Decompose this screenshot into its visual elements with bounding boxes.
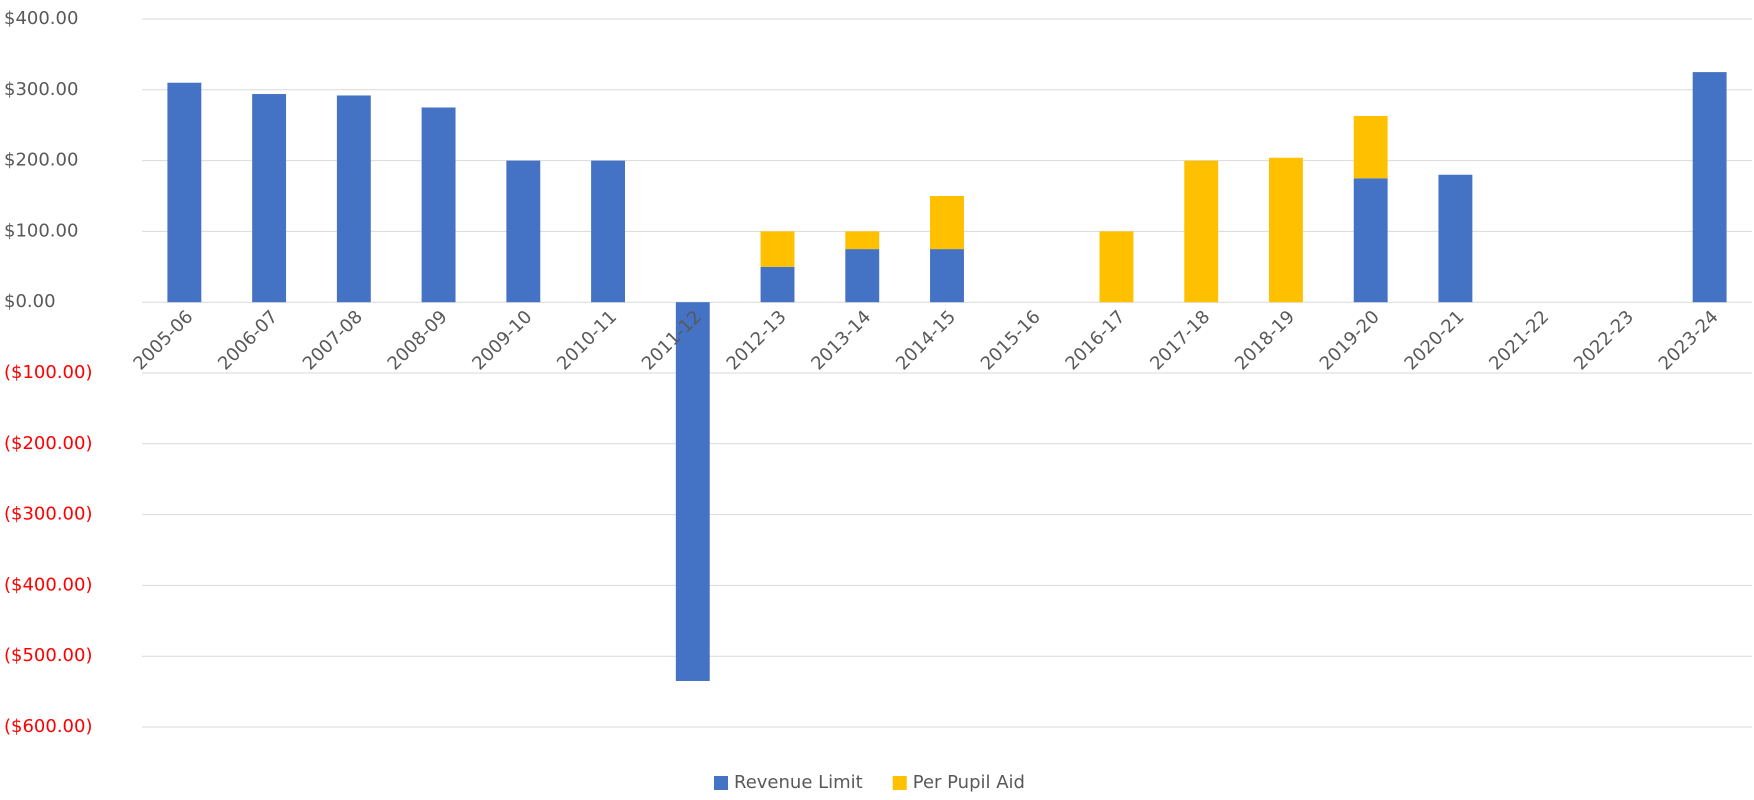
bar	[506, 160, 541, 303]
y-tick-label: ($600.00)	[4, 716, 92, 737]
bar	[1099, 231, 1134, 303]
x-tick-label: 2020-21	[1400, 306, 1468, 374]
legend-label: Per Pupil Aid	[913, 772, 1025, 793]
bar	[1438, 174, 1473, 303]
x-tick-label: 2009-10	[468, 306, 536, 374]
bar	[675, 302, 710, 681]
x-tick-label: 2010-11	[553, 306, 621, 374]
y-tick-label: ($400.00)	[4, 574, 92, 595]
bar	[167, 82, 202, 303]
bar	[421, 107, 456, 303]
legend-swatch	[714, 776, 728, 790]
bar	[1353, 115, 1388, 179]
x-tick-label: 2019-20	[1316, 306, 1384, 374]
bar	[930, 196, 964, 250]
y-tick-label: ($300.00)	[4, 504, 92, 525]
y-tick-label: $300.00	[4, 79, 78, 100]
bar	[1184, 160, 1219, 303]
x-tick-label: 2021-22	[1485, 306, 1553, 374]
y-tick-label: ($100.00)	[4, 362, 92, 383]
y-tick-label: $0.00	[4, 291, 56, 312]
bar	[252, 94, 287, 303]
x-tick-label: 2017-18	[1146, 306, 1214, 374]
x-tick-label: 2018-19	[1231, 306, 1299, 374]
x-tick-label: 2013-14	[807, 306, 875, 374]
x-tick-label: 2005-06	[129, 306, 197, 374]
y-tick-label: ($200.00)	[4, 433, 92, 454]
bar	[1692, 72, 1727, 303]
bar	[760, 266, 795, 303]
bar	[930, 249, 964, 303]
legend-label: Revenue Limit	[734, 772, 863, 793]
x-tick-label: 2016-17	[1062, 306, 1130, 374]
bar	[336, 95, 371, 303]
y-tick-label: ($500.00)	[4, 645, 92, 666]
x-tick-label: 2022-23	[1570, 306, 1638, 374]
bar	[1269, 157, 1303, 303]
bar	[591, 160, 625, 303]
x-tick-label: 2014-15	[892, 306, 960, 374]
x-tick-label: 2012-13	[723, 306, 791, 374]
bar	[845, 231, 880, 250]
x-tick-label: 2007-08	[299, 306, 367, 374]
bar	[760, 231, 795, 267]
y-tick-label: $100.00	[4, 220, 78, 241]
x-tick-label: 2023-24	[1655, 306, 1723, 374]
y-tick-label: $200.00	[4, 150, 78, 171]
legend-swatch	[892, 776, 907, 790]
bar	[845, 249, 880, 303]
bar	[1353, 178, 1388, 303]
y-tick-label: $400.00	[4, 8, 78, 29]
x-tick-label: 2008-09	[384, 306, 452, 374]
x-tick-label: 2006-07	[214, 306, 282, 374]
x-tick-label: 2015-16	[977, 306, 1045, 374]
